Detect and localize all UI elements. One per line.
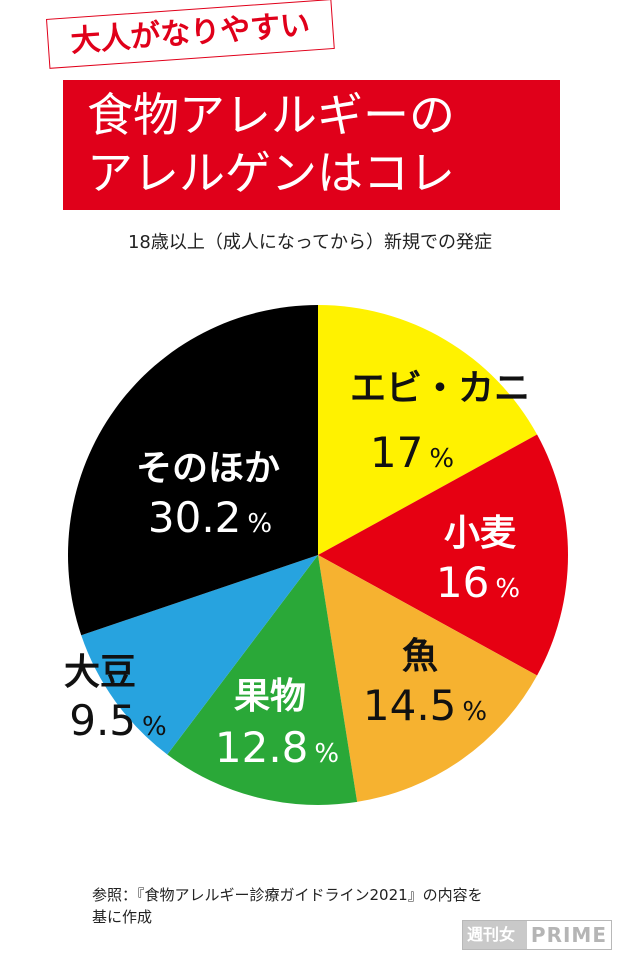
pie-slice-3 (167, 555, 358, 805)
slice-value-label-4: 9.5% (69, 696, 167, 745)
source-line-2: 基に作成 (92, 908, 153, 926)
logo-part-1: 週刊女性 (463, 921, 527, 972)
pie-slice-2 (318, 555, 538, 802)
title-line-1: 食物アレルギーの (87, 88, 455, 142)
slice-name-label-2: 魚 (402, 636, 438, 677)
logo-part-2: PRIME (526, 921, 611, 949)
pie-slice-0 (318, 305, 538, 555)
source-line-1: 参照：『食物アレルギー診療ガイドライン2021』の内容を (92, 886, 483, 904)
subtitle: 18歳以上（成人になってから）新規での発症 (127, 232, 492, 253)
slice-value-label-1: 16% (436, 558, 520, 607)
slice-value-label-5: 30.2% (148, 493, 272, 542)
pie-slice-5 (68, 305, 318, 636)
slice-name-label-3: 果物 (234, 676, 306, 717)
brand-logo: 週刊女性 PRIME (462, 920, 612, 972)
slice-value-label-3: 12.8% (215, 723, 339, 772)
slice-name-label-0: エビ・カニ (350, 368, 530, 409)
slice-value-label-2: 14.5% (363, 681, 487, 730)
slice-value-label-0: 17% (370, 428, 454, 477)
slice-name-label-5: そのほか (136, 448, 280, 489)
source-note: 参照：『食物アレルギー診療ガイドライン2021』の内容を 基に作成 (92, 884, 572, 928)
title-box: 食物アレルギーの アレルゲンはコレ (63, 80, 560, 210)
slice-name-label-1: 小麦 (444, 513, 516, 554)
slice-name-label-4: 大豆 (64, 652, 136, 693)
pie-slice-4 (81, 555, 318, 755)
pie-slice-1 (318, 434, 569, 676)
title-line-2: アレルゲンはコレ (87, 146, 455, 200)
